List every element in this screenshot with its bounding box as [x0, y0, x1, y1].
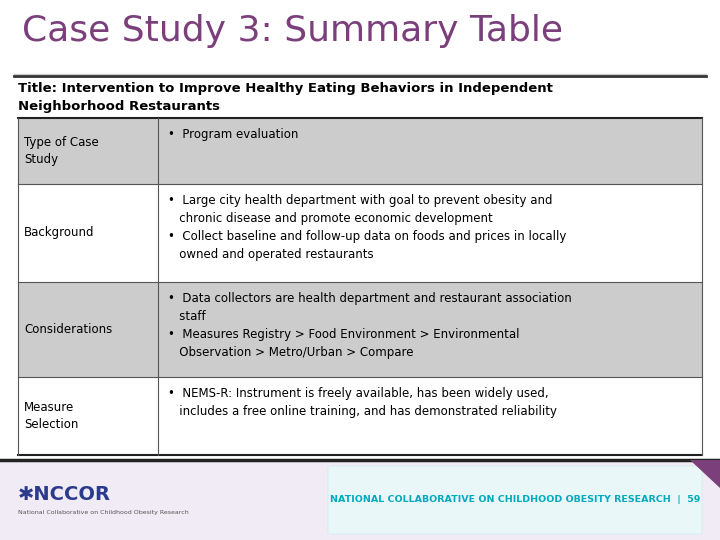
Text: NATIONAL COLLABORATIVE ON CHILDHOOD OBESITY RESEARCH  |  59: NATIONAL COLLABORATIVE ON CHILDHOOD OBES… [330, 496, 700, 504]
Text: ✱NCCOR: ✱NCCOR [18, 484, 111, 503]
Text: National Collaborative on Childhood Obesity Research: National Collaborative on Childhood Obes… [18, 510, 189, 515]
Bar [18, 118, 702, 184]
Bar [18, 377, 702, 455]
Bar [18, 184, 702, 282]
Text: Measure
Selection: Measure Selection [24, 401, 78, 431]
Text: •  Data collectors are health department and restaurant association
   staff
•  : • Data collectors are health department … [168, 292, 572, 359]
Polygon shape [690, 460, 720, 488]
Bar [0, 460, 720, 540]
Text: •  Large city health department with goal to prevent obesity and
   chronic dise: • Large city health department with goal… [168, 194, 567, 261]
Text: •  Program evaluation: • Program evaluation [168, 128, 299, 141]
Bar [18, 282, 702, 377]
Text: Case Study 3: Summary Table: Case Study 3: Summary Table [22, 14, 563, 48]
Text: Type of Case
Study: Type of Case Study [24, 136, 99, 166]
Text: Considerations: Considerations [24, 323, 112, 336]
Text: Title: Intervention to Improve Healthy Eating Behaviors in Independent
Neighborh: Title: Intervention to Improve Healthy E… [18, 82, 553, 113]
Text: Background: Background [24, 226, 94, 239]
Text: •  NEMS-R: Instrument is freely available, has been widely used,
   includes a f: • NEMS-R: Instrument is freely available… [168, 387, 557, 418]
FancyBboxPatch shape [328, 466, 702, 534]
